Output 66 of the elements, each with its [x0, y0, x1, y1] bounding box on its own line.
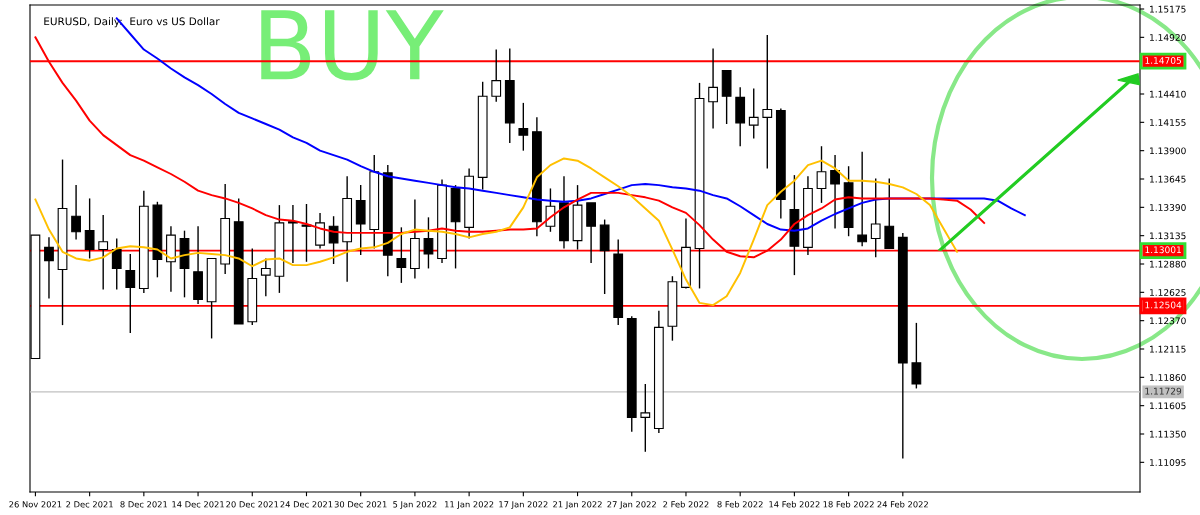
y-tick-label: 1.14155 [1150, 119, 1186, 126]
candlestick [301, 203, 312, 263]
x-tick-label: 27 Jan 2022 [607, 501, 656, 510]
candlestick [816, 145, 827, 204]
y-tick-label: 1.12370 [1150, 317, 1186, 325]
candlestick [857, 151, 868, 247]
ref-line-label: 1.13001 [1145, 246, 1181, 254]
candlestick [491, 48, 502, 103]
candlestick [911, 322, 922, 390]
y-tick-label: 1.13135 [1150, 232, 1186, 240]
candlestick [586, 202, 596, 264]
x-tick-label: 2 Dec 2021 [66, 501, 113, 508]
candlestick [260, 257, 271, 297]
x-tick-label: 11 Jan 2022 [445, 501, 494, 510]
candlestick [870, 177, 881, 259]
candlestick [98, 214, 109, 291]
x-tick-label: 8 Feb 2022 [717, 501, 763, 508]
y-tick-label: 1.13900 [1150, 147, 1186, 155]
candlestick [830, 154, 840, 230]
y-tick-label: 1.14410 [1150, 90, 1186, 98]
line-series [34, 157, 958, 307]
x-tick-label: 21 Jan 2022 [553, 501, 602, 510]
y-tick-label: 1.15175 [1150, 5, 1186, 13]
x-tick-label: 20 Dec 2021 [226, 501, 279, 508]
candlestick [125, 253, 136, 334]
y-tick-label: 1.12880 [1150, 260, 1186, 268]
x-tick-label: 17 Jan 2022 [499, 501, 548, 510]
x-tick-label: 30 Dec 2021 [334, 501, 387, 508]
x-tick-label: 14 Feb 2022 [769, 501, 820, 508]
x-tick-label: 26 Nov 2021 [9, 501, 62, 508]
candlestick [396, 226, 407, 284]
ref-line-label: 1.14705 [1145, 57, 1181, 64]
candlestick [748, 87, 759, 140]
candlestick [355, 184, 366, 256]
candlestick [71, 184, 81, 241]
candlestick [328, 215, 339, 265]
candlestick [111, 237, 122, 291]
x-tick-label: 8 Dec 2021 [120, 501, 168, 508]
candlestick [708, 47, 718, 130]
x-tick-label: 24 Feb 2022 [877, 501, 928, 508]
y-tick-label: 1.11860 [1150, 374, 1186, 381]
y-tick-label: 1.11605 [1150, 402, 1186, 410]
ref-line-label: 1.12504 [1145, 301, 1182, 309]
y-tick-label: 1.14920 [1150, 34, 1186, 41]
y-tick-label: 1.13645 [1150, 175, 1186, 183]
y-tick-label: 1.11095 [1150, 459, 1186, 466]
candlestick [423, 216, 434, 270]
candlestick [84, 197, 95, 260]
candlestick [518, 102, 529, 152]
candlestick [44, 236, 54, 300]
x-tick-label: 24 Dec 2021 [280, 501, 333, 508]
candlestick [545, 187, 556, 233]
y-tick-label: 1.12115 [1150, 345, 1186, 353]
x-tick-label: 5 Jan 2022 [393, 501, 437, 510]
y-tick-label: 1.11350 [1150, 430, 1186, 438]
y-tick-label: 1.12625 [1150, 289, 1186, 296]
x-tick-label: 18 Feb 2022 [823, 501, 874, 508]
x-tick-label: 2 Feb 2022 [663, 501, 709, 508]
x-tick-label: 14 Dec 2021 [172, 501, 224, 508]
candlestick [315, 212, 325, 250]
candlestick [762, 34, 773, 170]
candlestick [640, 383, 651, 453]
candlestick [288, 204, 298, 264]
y-tick-label: 1.13390 [1150, 204, 1186, 211]
candlestick [884, 177, 895, 250]
ref-line-label: 1.11729 [1145, 387, 1182, 395]
